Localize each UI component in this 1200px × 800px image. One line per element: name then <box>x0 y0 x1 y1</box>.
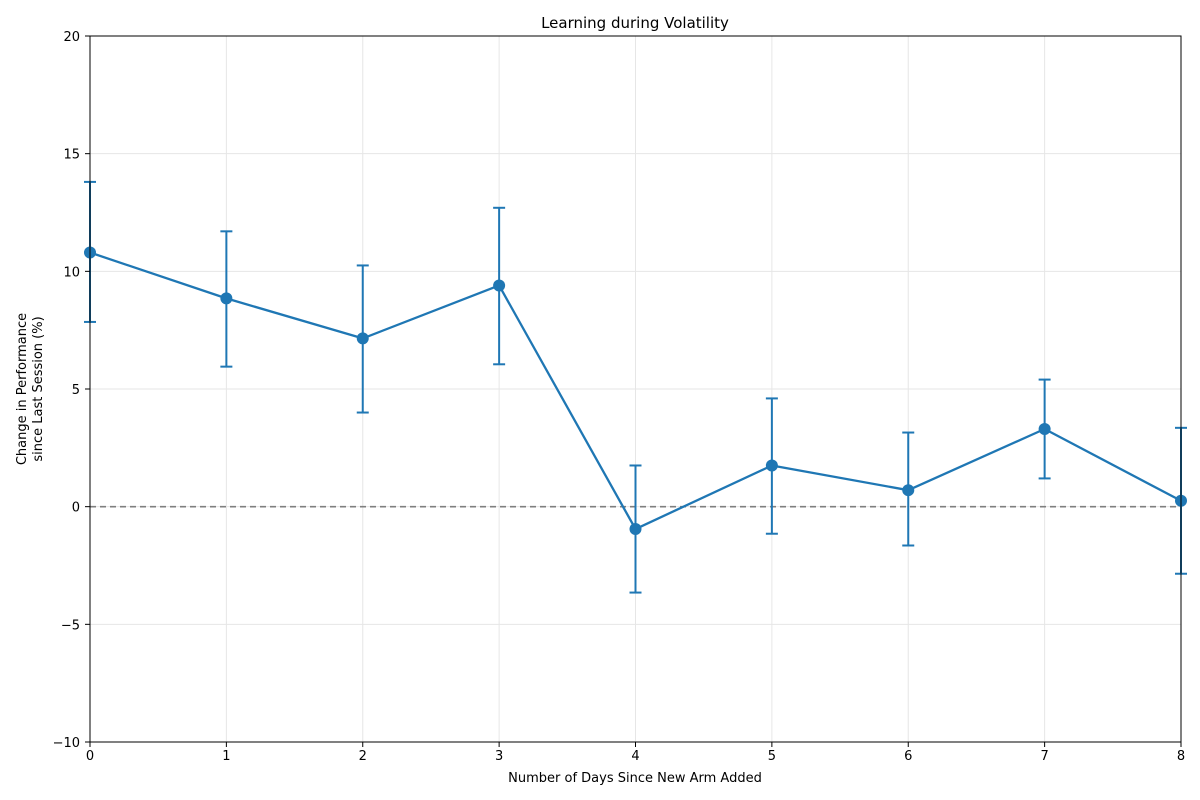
x-tick-label: 0 <box>86 749 94 764</box>
chart-title: Learning during Volatility <box>541 14 729 32</box>
y-axis-label: Change in Performance since Last Session… <box>15 313 46 465</box>
tick-labels: 0 1 2 3 4 5 6 7 8 −10 −5 0 5 10 15 20 <box>53 30 1186 764</box>
data-point <box>902 484 915 497</box>
x-tick-label: 2 <box>359 749 367 764</box>
series-layer <box>84 180 1187 594</box>
data-point <box>356 332 369 345</box>
data-point <box>220 292 233 305</box>
y-tick-label: −10 <box>53 736 80 751</box>
y-tick-label: 0 <box>72 501 80 516</box>
x-tick-label: 6 <box>904 749 912 764</box>
x-tick-label: 1 <box>222 749 230 764</box>
data-point <box>629 523 642 536</box>
y-tick-label: 15 <box>63 148 80 163</box>
data-point <box>493 279 506 292</box>
y-tick-label: −5 <box>61 618 80 633</box>
data-point <box>1038 423 1051 436</box>
x-axis-label: Number of Days Since New Arm Added <box>508 771 762 786</box>
data-point <box>765 459 778 472</box>
x-tick-label: 8 <box>1177 749 1185 764</box>
x-tick-label: 5 <box>768 749 776 764</box>
y-tick-label: 5 <box>72 383 80 398</box>
grid <box>89 35 1182 743</box>
x-tick-label: 3 <box>495 749 503 764</box>
y-tick-label: 10 <box>63 265 80 280</box>
x-tick-label: 7 <box>1040 749 1048 764</box>
x-tick-label: 4 <box>631 749 639 764</box>
y-axis-label-line-2: since Last Session (%) <box>31 316 46 461</box>
y-axis-label-line-1: Change in Performance <box>15 313 30 465</box>
axes <box>85 35 1182 747</box>
y-tick-label: 20 <box>63 30 80 45</box>
